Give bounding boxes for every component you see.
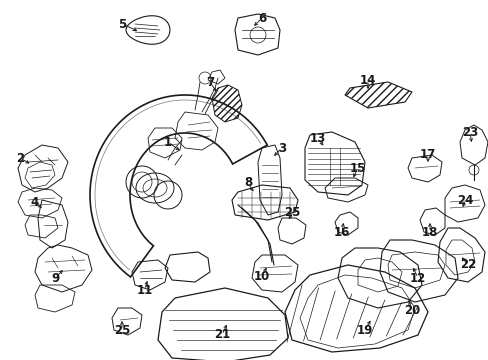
Text: 16: 16 [333,225,349,238]
Text: 7: 7 [205,76,214,89]
Text: 6: 6 [257,12,265,24]
Text: 19: 19 [356,324,372,337]
Text: 11: 11 [137,284,153,297]
Text: 4: 4 [31,195,39,208]
Text: 25: 25 [283,206,300,219]
Text: 18: 18 [421,225,437,238]
Text: 21: 21 [213,328,230,342]
Text: 25: 25 [114,324,130,337]
Text: 1: 1 [163,135,172,148]
Text: 5: 5 [118,18,126,31]
Text: 20: 20 [403,303,419,316]
Text: 23: 23 [461,126,477,139]
Text: 12: 12 [409,271,425,284]
Text: 24: 24 [456,194,472,207]
Text: 2: 2 [16,152,24,165]
Text: 8: 8 [244,176,252,189]
Text: 15: 15 [349,162,366,175]
Text: 9: 9 [51,271,59,284]
Text: 10: 10 [253,270,269,283]
Text: 13: 13 [309,131,325,144]
Text: 22: 22 [459,258,475,271]
Text: 14: 14 [359,73,375,86]
Text: 17: 17 [419,148,435,162]
Text: 3: 3 [277,141,285,154]
